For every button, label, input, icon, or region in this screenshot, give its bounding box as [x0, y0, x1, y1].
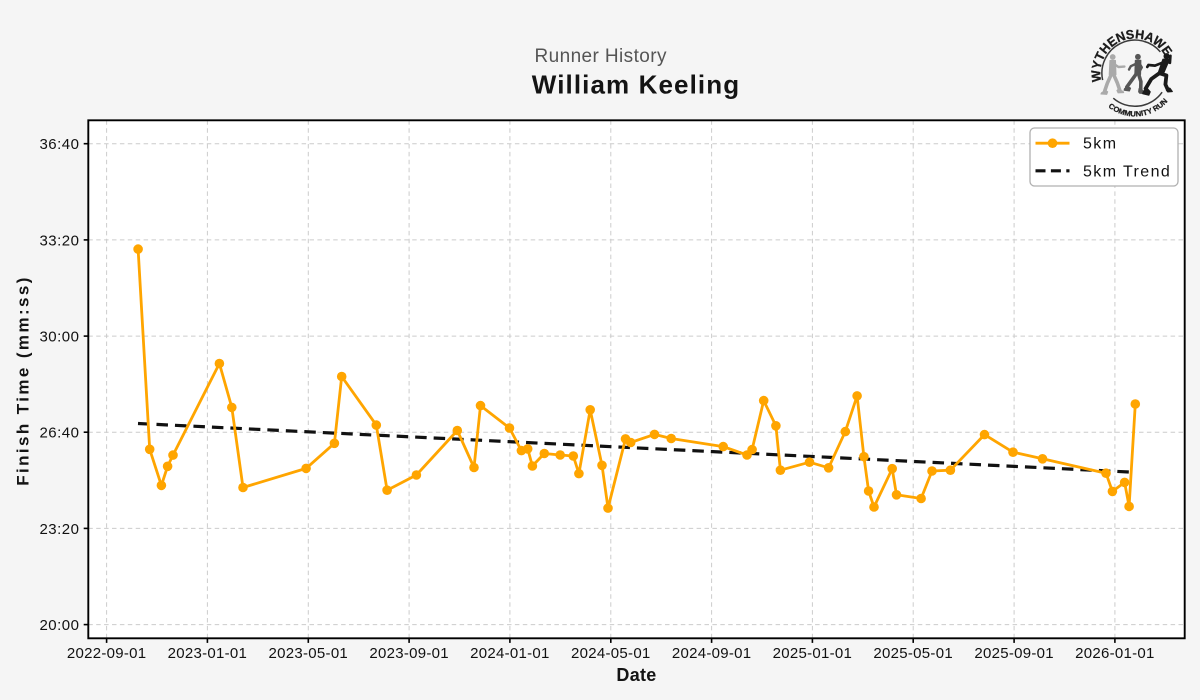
svg-text:2023-09-01: 2023-09-01 [369, 645, 449, 662]
svg-text:26:40: 26:40 [39, 425, 79, 442]
svg-text:2023-05-01: 2023-05-01 [269, 645, 349, 662]
svg-text:Finish Time (mm:ss): Finish Time (mm:ss) [14, 275, 33, 486]
svg-text:23:20: 23:20 [39, 521, 79, 538]
svg-text:Date: Date [616, 665, 656, 685]
svg-text:36:40: 36:40 [39, 136, 79, 153]
svg-text:2025-05-01: 2025-05-01 [873, 645, 953, 662]
svg-text:2025-09-01: 2025-09-01 [974, 645, 1054, 662]
svg-text:33:20: 33:20 [39, 232, 79, 249]
svg-text:2022-09-01: 2022-09-01 [67, 645, 147, 662]
svg-text:2024-09-01: 2024-09-01 [672, 645, 752, 662]
svg-text:2024-01-01: 2024-01-01 [470, 645, 550, 662]
svg-text:2025-01-01: 2025-01-01 [773, 645, 853, 662]
svg-text:Runner History: Runner History [535, 46, 667, 67]
svg-text:30:00: 30:00 [39, 329, 79, 346]
svg-text:William Keeling: William Keeling [532, 70, 740, 100]
svg-text:5km Trend: 5km Trend [1083, 163, 1171, 180]
svg-text:2024-05-01: 2024-05-01 [571, 645, 651, 662]
svg-text:2026-01-01: 2026-01-01 [1075, 645, 1155, 662]
svg-text:20:00: 20:00 [39, 617, 79, 634]
svg-text:2023-01-01: 2023-01-01 [168, 645, 248, 662]
svg-text:5km: 5km [1083, 136, 1117, 153]
